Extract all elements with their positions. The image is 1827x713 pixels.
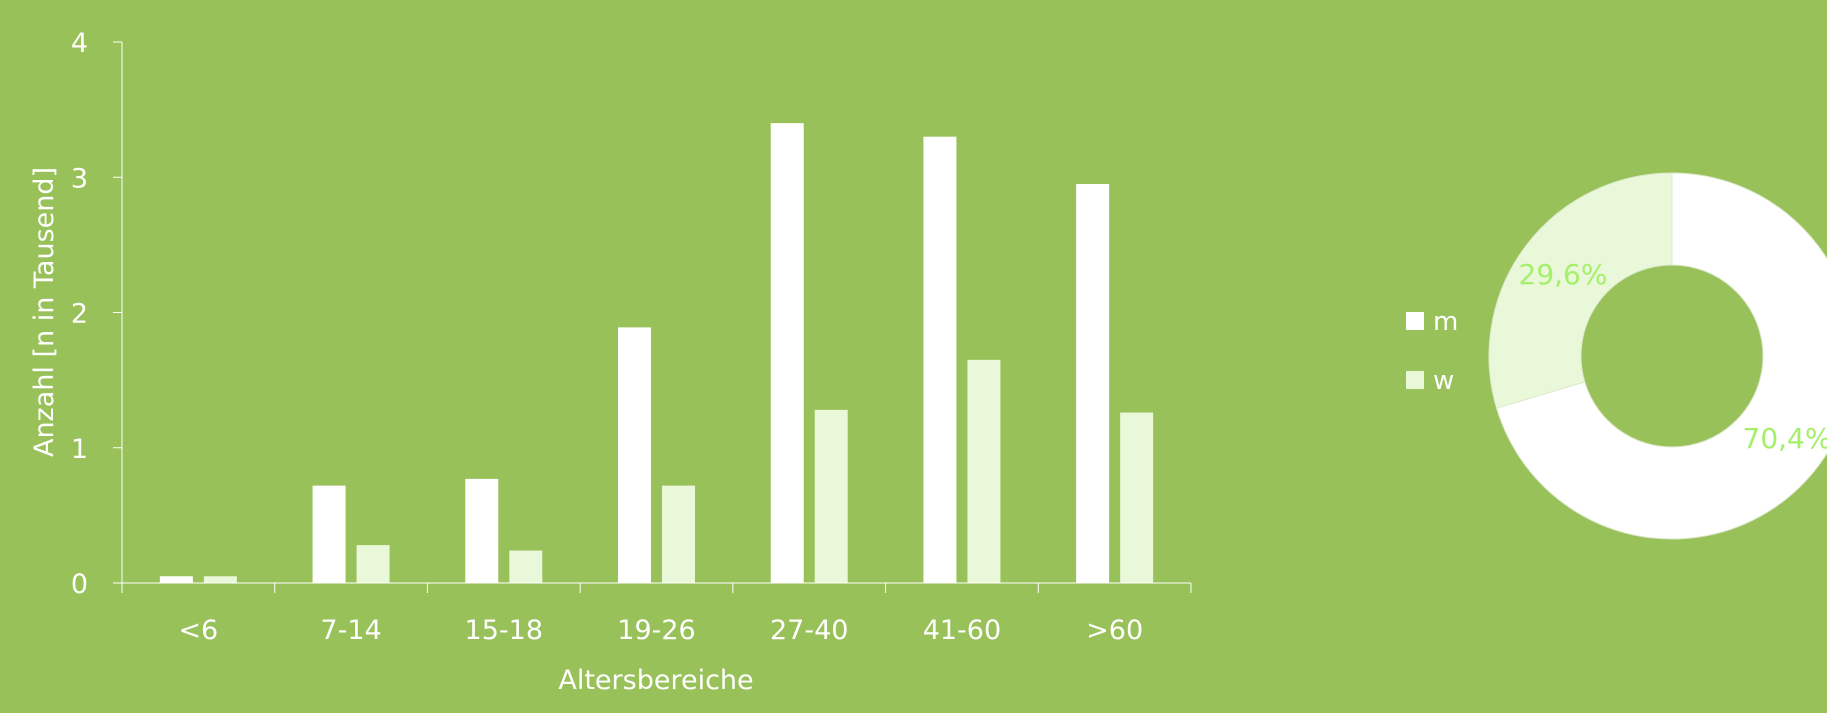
x-tick-label: <6 <box>178 615 218 646</box>
bar-m <box>312 485 346 583</box>
bar-m <box>1076 184 1110 583</box>
bar-w <box>814 409 848 583</box>
x-tick-label: 19-26 <box>617 615 695 646</box>
y-tick-label: 3 <box>71 163 88 194</box>
donut-slice-w <box>1488 172 1673 409</box>
donut-label-m: 70,4% <box>1743 422 1827 455</box>
bar-w <box>662 485 695 583</box>
bar-m <box>465 478 499 583</box>
donut-slice-m <box>1495 172 1827 540</box>
y-tick-label: 4 <box>71 28 88 59</box>
bar-w <box>1120 412 1154 583</box>
x-axis-ticks: <6 7-14 15-18 19-26 27-40 41-60 >60 <box>121 583 1192 646</box>
bars <box>159 123 1154 584</box>
y-tick-label: 0 <box>71 569 88 600</box>
legend-label-w: w <box>1433 366 1454 396</box>
y-tick-label: 1 <box>71 434 88 465</box>
x-tick-label: 27-40 <box>770 615 848 646</box>
legend-swatch-m <box>1406 312 1424 330</box>
y-axis-title: Anzahl [n in Tausend] <box>29 167 60 457</box>
y-axis-ticks: 0 1 2 3 4 <box>71 28 122 600</box>
bar-w <box>967 359 1001 583</box>
donut-chart: 70,4% 29,6% <box>1488 172 1827 540</box>
bar-w <box>509 550 543 583</box>
legend-label-m: m <box>1433 307 1458 337</box>
y-tick-label: 2 <box>71 299 88 330</box>
x-tick-label: 15-18 <box>465 615 543 646</box>
legend: m w <box>1406 307 1458 396</box>
legend-swatch-w <box>1406 371 1424 389</box>
x-tick-label: 7-14 <box>320 615 381 646</box>
x-axis-title: Altersbereiche <box>558 665 753 696</box>
donut-label-w: 29,6% <box>1519 258 1608 291</box>
bar-m <box>618 327 651 583</box>
bar-chart: 0 1 2 3 4 <6 7-14 15-18 19-26 27-40 41-60 >60 Alte… <box>29 28 1192 696</box>
bar-m <box>159 576 193 583</box>
bar-m <box>770 123 804 584</box>
bar-w <box>356 545 390 583</box>
bar-m <box>923 136 957 584</box>
bar-w <box>203 576 237 583</box>
x-tick-label: 41-60 <box>923 615 1001 646</box>
x-tick-label: >60 <box>1086 615 1143 646</box>
